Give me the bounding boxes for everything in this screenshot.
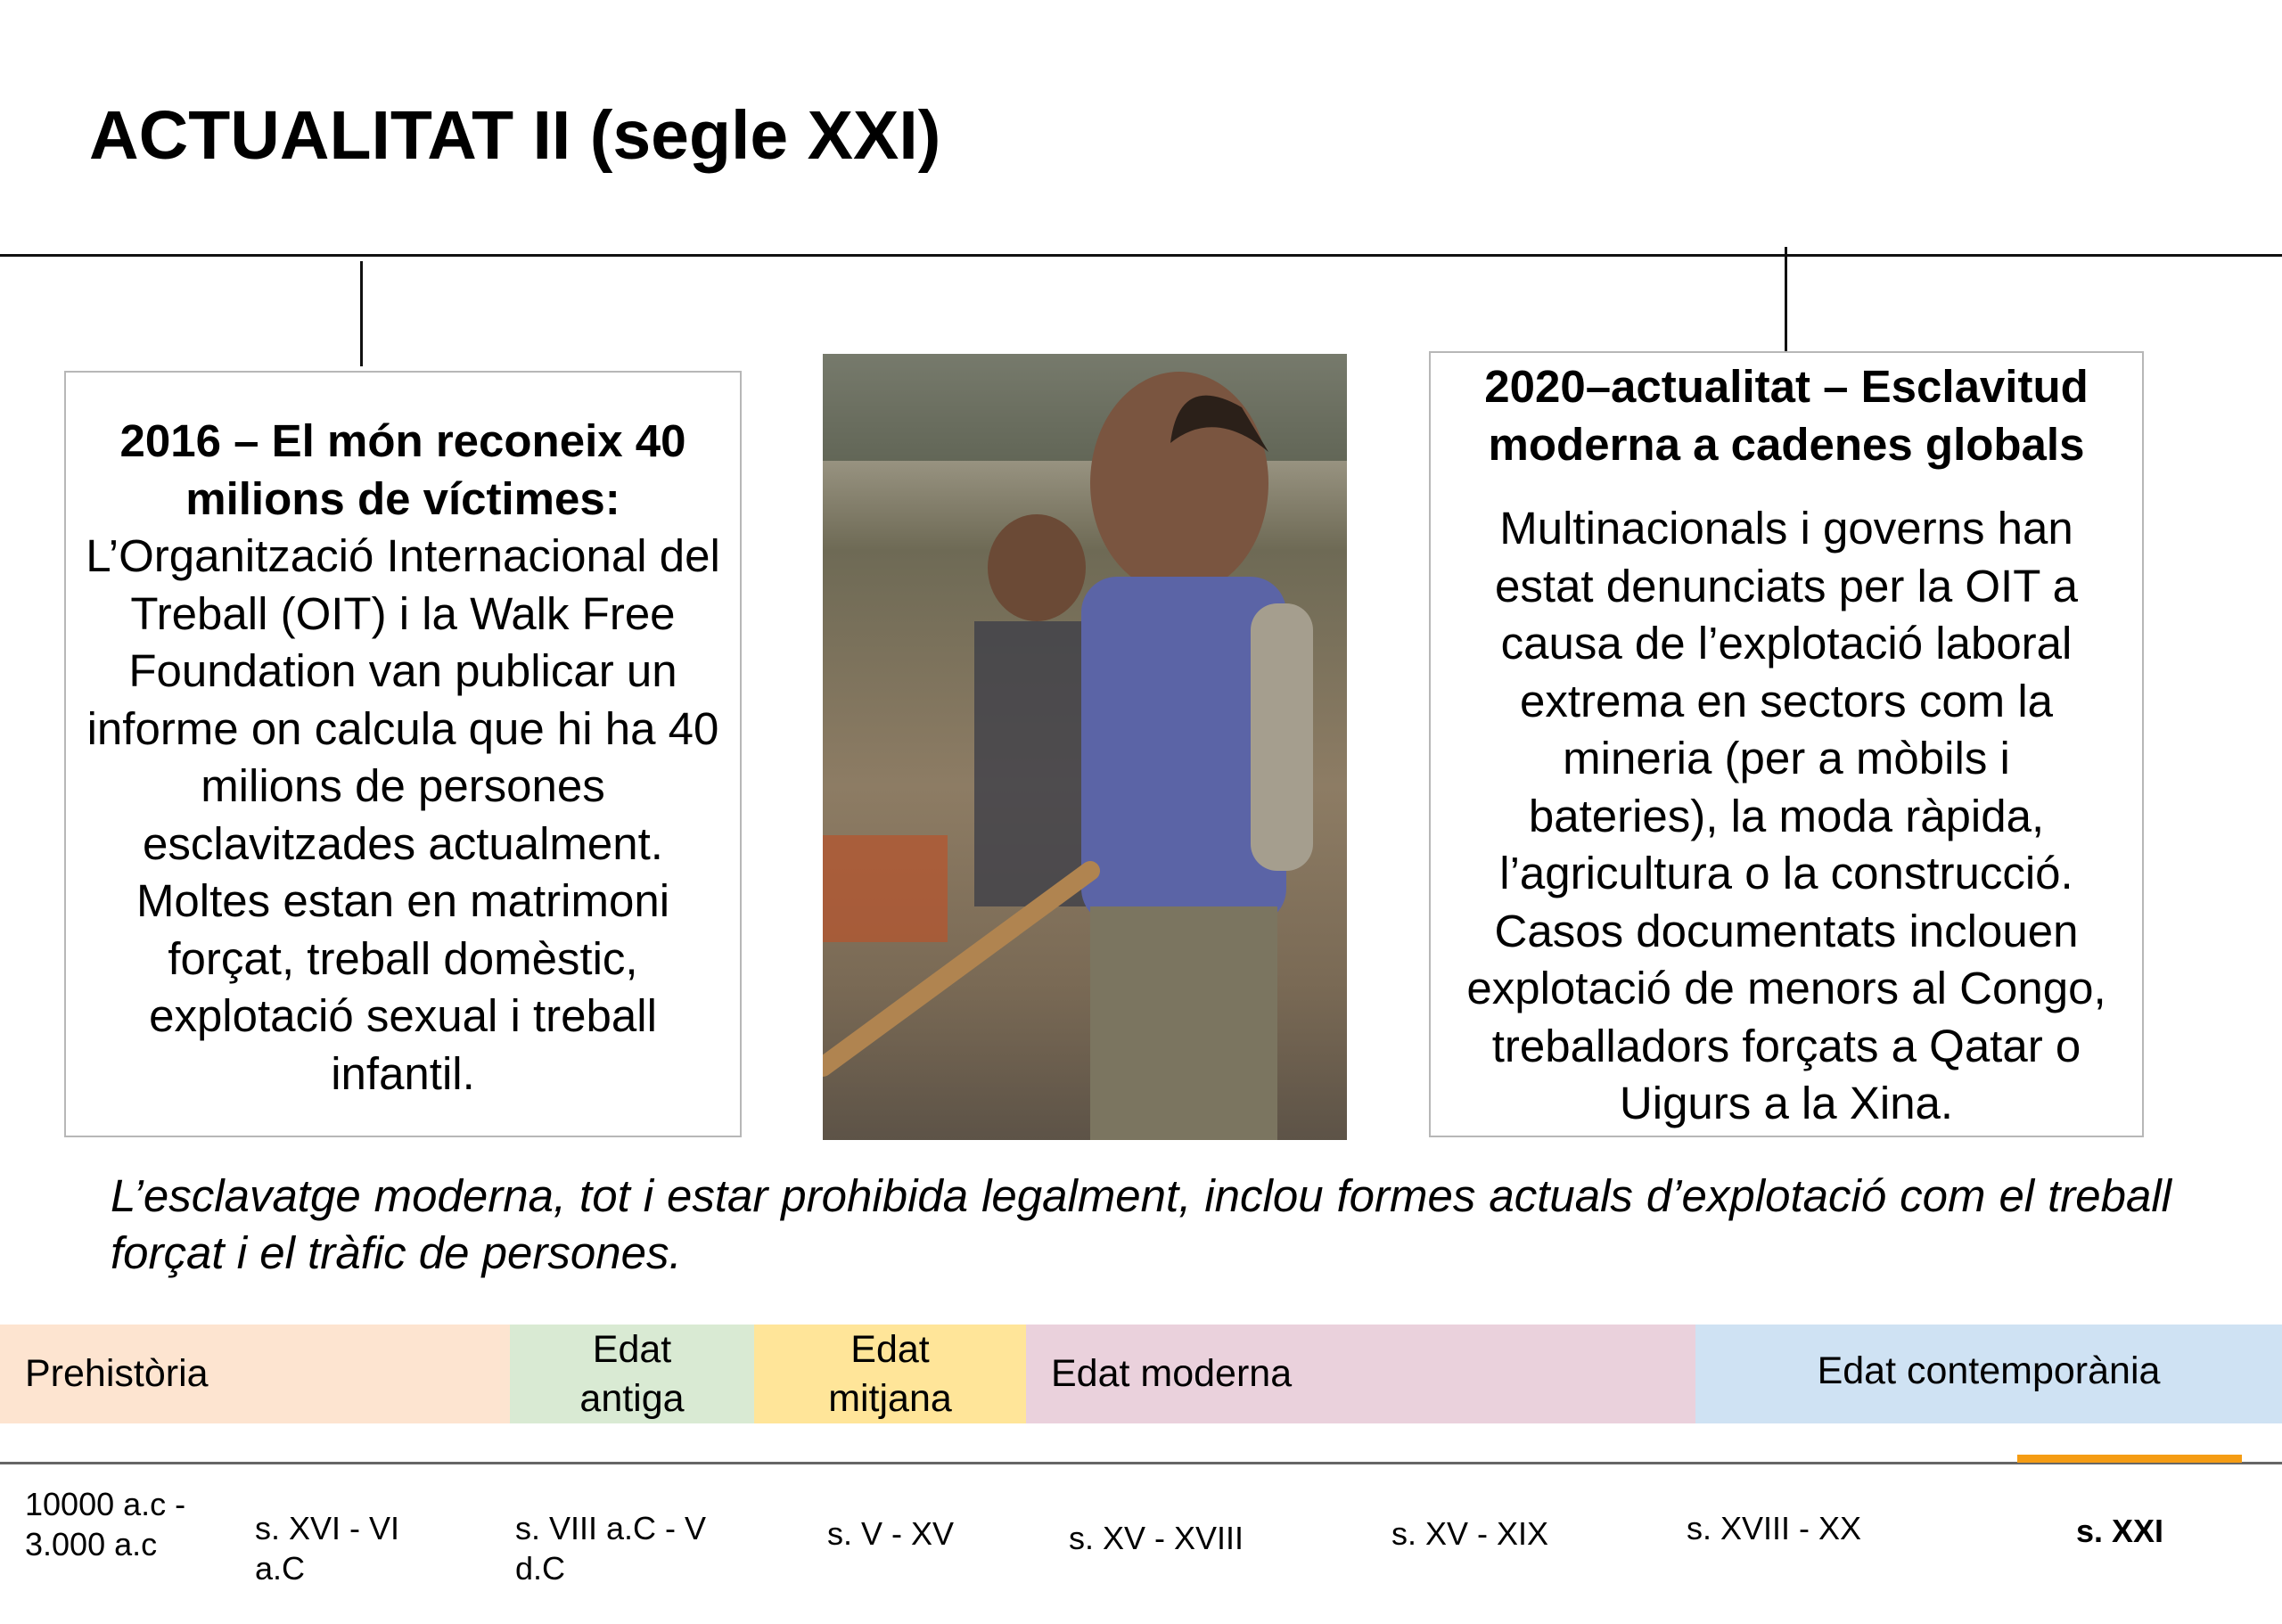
event-body: L’Organització Internacional del Treball…	[86, 530, 720, 1099]
era-moderna: Edat moderna	[1026, 1325, 1695, 1423]
period-label: s. XV - XIX	[1391, 1515, 1549, 1552]
period-label: s. XVIII - XX	[1687, 1510, 1862, 1546]
period-label-current: s. XXI	[2076, 1513, 2164, 1549]
era-contemporania: Edat contemporània	[1695, 1325, 2282, 1423]
era-label: Edat antiga	[579, 1327, 685, 1420]
event-box-2016: 2016 – El món reconeix 40 milions de víc…	[64, 371, 742, 1137]
era-prehistoria: Prehistòria	[0, 1325, 510, 1423]
connector-right	[1785, 247, 1787, 352]
timeline-axis-top	[0, 254, 2282, 257]
connector-left	[360, 261, 363, 366]
event-box-2020: 2020–actualitat – Esclavitud moderna a c…	[1429, 351, 2144, 1137]
period-label: s. VIII a.C - V d.C	[515, 1510, 707, 1587]
timeline-axis-bottom	[0, 1462, 2282, 1464]
era-label: Edat mitjana	[828, 1327, 952, 1420]
current-period-marker	[2017, 1455, 2242, 1463]
era-label: Edat moderna	[1051, 1352, 1293, 1395]
summary-note: L’esclavatge moderna, tot i estar prohib…	[111, 1170, 2171, 1278]
event-body: Multinacionals i governs han estat denun…	[1466, 503, 2106, 1128]
event-heading: 2020–actualitat – Esclavitud moderna a c…	[1484, 361, 2089, 470]
photo-illustration-icon	[823, 354, 1347, 1140]
period-label: s. XVI - VI a.C	[255, 1510, 400, 1587]
period-label: 10000 a.c - 3.000 a.c	[25, 1486, 186, 1562]
period-label: s. V - XV	[827, 1515, 955, 1552]
era-label: Edat contemporània	[1817, 1349, 2161, 1392]
era-mitjana: Edat mitjana	[754, 1325, 1026, 1423]
page-title: ACTUALITAT II (segle XXI)	[89, 97, 941, 174]
era-label: Prehistòria	[25, 1352, 209, 1395]
era-antiga: Edat antiga	[510, 1325, 754, 1423]
child-labor-photo	[823, 354, 1347, 1140]
event-heading: 2016 – El món reconeix 40 milions de víc…	[119, 415, 686, 524]
period-label: s. XV - XVIII	[1069, 1520, 1244, 1556]
